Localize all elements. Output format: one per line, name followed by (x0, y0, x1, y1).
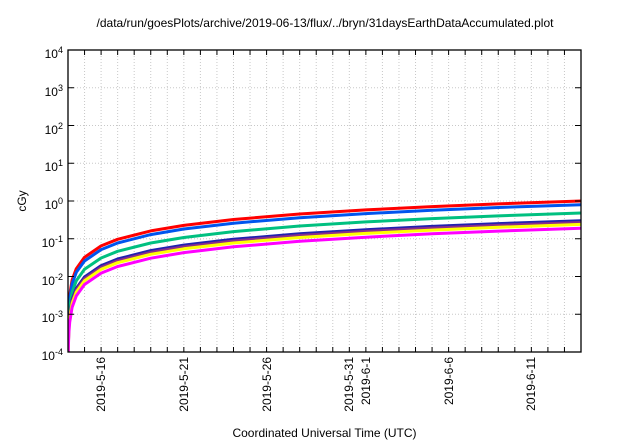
plot-title: /data/run/goesPlots/archive/2019-06-13/f… (96, 16, 554, 30)
y-tick-label: 102 (44, 120, 63, 137)
series-group (68, 199, 581, 352)
plot-border (67, 49, 582, 353)
y-tick-label: 10-1 (41, 233, 63, 250)
y-tick-label: 103 (44, 82, 63, 99)
series-curve-purple (68, 221, 581, 352)
series-curve-magenta (68, 226, 581, 352)
x-axis-label: Coordinated Universal Time (UTC) (232, 426, 417, 440)
y-tick-label: 100 (44, 196, 63, 212)
y-tick-label: 10-2 (41, 271, 63, 288)
y-tick-label: 101 (44, 158, 63, 175)
y-tick-label: 10-3 (41, 309, 63, 326)
y-tick-label: 104 (44, 45, 63, 61)
y-tick-label: 10-4 (41, 347, 63, 363)
